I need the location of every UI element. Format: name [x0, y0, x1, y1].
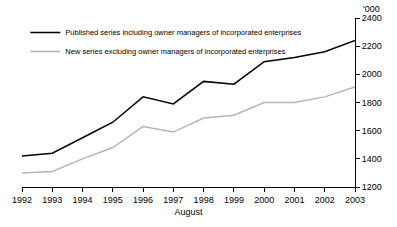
- svg-text:1600: 1600: [362, 126, 382, 136]
- svg-text:1996: 1996: [133, 195, 153, 205]
- svg-text:2002: 2002: [315, 195, 335, 205]
- svg-text:1400: 1400: [362, 154, 382, 164]
- svg-text:August: August: [174, 207, 203, 217]
- svg-text:1998: 1998: [194, 195, 214, 205]
- svg-text:1999: 1999: [224, 195, 244, 205]
- svg-text:1200: 1200: [362, 182, 382, 192]
- svg-text:2003: 2003: [345, 195, 365, 205]
- svg-text:2001: 2001: [284, 195, 304, 205]
- svg-text:2000: 2000: [362, 69, 382, 79]
- svg-text:2400: 2400: [362, 13, 382, 23]
- svg-text:1995: 1995: [103, 195, 123, 205]
- svg-text:1992: 1992: [12, 195, 32, 205]
- svg-text:1993: 1993: [42, 195, 62, 205]
- svg-text:2200: 2200: [362, 41, 382, 51]
- svg-text:1800: 1800: [362, 98, 382, 108]
- svg-text:Published series including own: Published series including owner manager…: [65, 28, 301, 37]
- svg-text:'000: '000: [363, 4, 380, 14]
- svg-text:2000: 2000: [254, 195, 274, 205]
- svg-text:New series excluding owner man: New series excluding owner managers of i…: [65, 47, 285, 56]
- svg-text:1997: 1997: [163, 195, 183, 205]
- svg-text:1994: 1994: [73, 195, 93, 205]
